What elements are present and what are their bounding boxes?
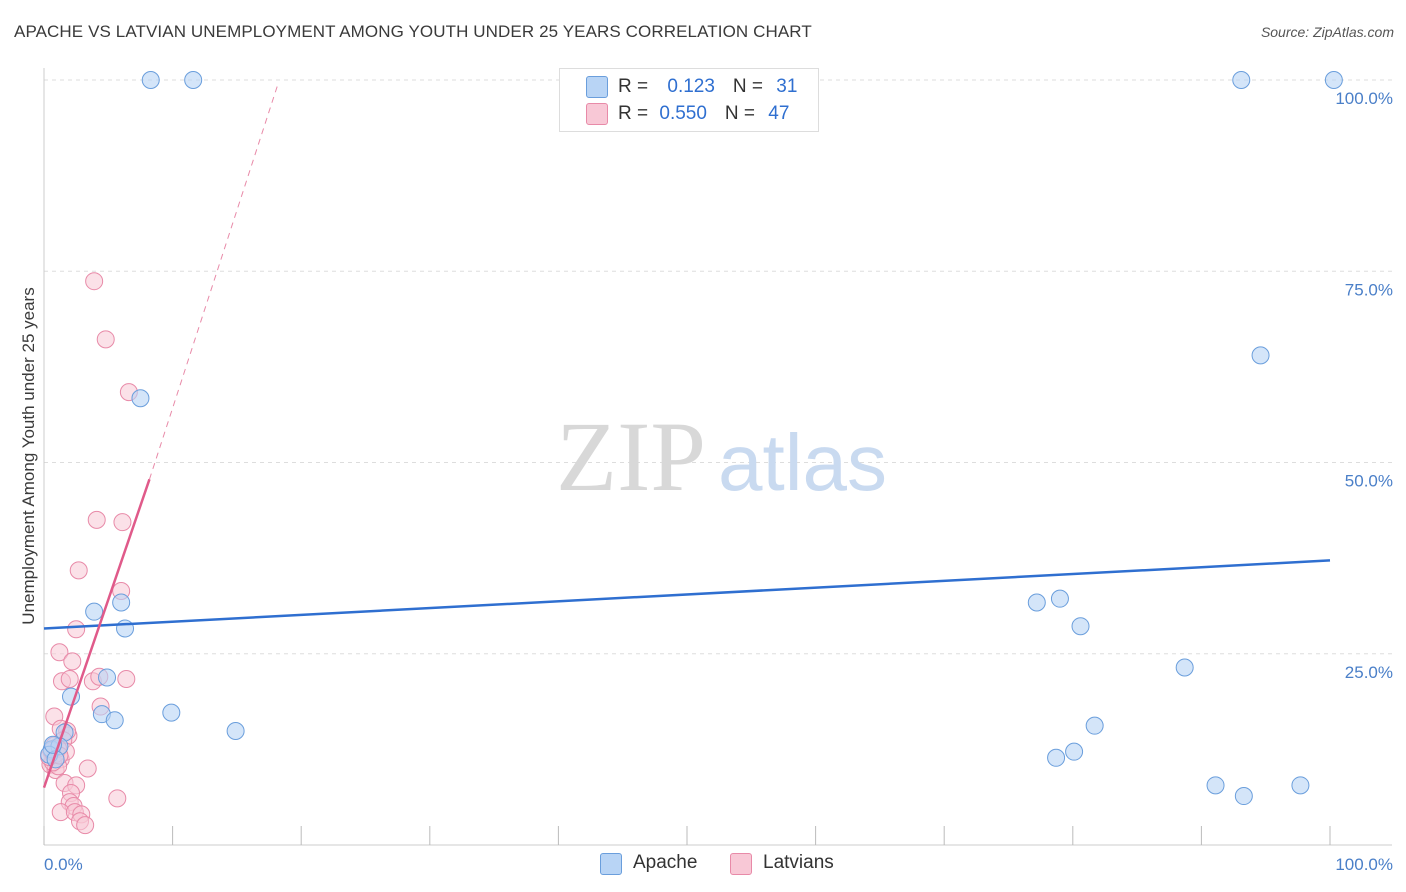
apache-point <box>184 71 203 89</box>
apache-legend-label: Apache <box>633 852 698 873</box>
apache-point <box>162 703 181 722</box>
apache-n-label: N = <box>732 76 769 97</box>
latvians-legend-swatch <box>730 853 752 875</box>
latvians-point <box>78 759 97 778</box>
apache-point <box>141 71 160 89</box>
y-tick-label: 100.0% <box>1335 89 1393 108</box>
latvians-r-label: R = <box>618 103 654 124</box>
latvians-point <box>87 510 106 529</box>
apache-point <box>1071 617 1090 636</box>
latvians-point <box>96 330 115 349</box>
latvians-swatch <box>586 103 608 125</box>
latvians-point <box>63 652 82 671</box>
apache-point <box>131 389 150 408</box>
apache-legend-swatch <box>600 853 622 875</box>
latvians-point <box>50 643 69 662</box>
chart-title: APACHE VS LATVIAN UNEMPLOYMENT AMONG YOU… <box>14 22 812 41</box>
trend-lines <box>42 83 1331 789</box>
grid-lines <box>44 79 1392 655</box>
apache-point <box>1027 593 1046 612</box>
apache-point <box>98 668 117 687</box>
latvians-trend-extension <box>148 83 279 480</box>
watermark-zip: ZIP <box>556 401 706 512</box>
apache-point <box>1175 658 1194 677</box>
x-tick-label-min: 0.0% <box>44 855 83 874</box>
latvians-n-label: N = <box>724 103 761 124</box>
axes <box>43 68 1392 846</box>
apache-point <box>1291 776 1310 795</box>
apache-point <box>112 593 131 612</box>
apache-point <box>1232 71 1251 89</box>
apache-point <box>105 711 124 730</box>
apache-point <box>116 619 135 638</box>
latvians-point <box>69 561 88 580</box>
latvians-r-value: 0.550 <box>659 103 707 124</box>
apache-point <box>85 602 104 621</box>
apache-point <box>1047 748 1066 767</box>
latvians-legend-label: Latvians <box>763 852 834 873</box>
x-tick-label-max: 100.0% <box>1335 855 1393 874</box>
apache-point <box>1065 742 1084 761</box>
latvians-point <box>60 669 79 688</box>
apache-n-value: 31 <box>776 76 798 97</box>
y-tick-label: 75.0% <box>1345 280 1393 299</box>
apache-trend-line <box>43 559 1331 630</box>
latvians-point <box>67 620 86 639</box>
apache-swatch <box>586 76 608 98</box>
source-label: Source: ZipAtlas.com <box>1260 24 1394 40</box>
apache-point <box>1050 589 1069 608</box>
apache-r-label: R = <box>618 76 654 97</box>
latvians-point <box>76 816 95 835</box>
latvians-point <box>117 669 136 688</box>
y-tick-labels: 25.0% 50.0% 75.0% 100.0% <box>1335 89 1393 682</box>
apache-point <box>1206 776 1225 795</box>
apache-points <box>40 71 1343 806</box>
y-tick-label: 25.0% <box>1345 663 1393 682</box>
apache-point <box>1085 716 1104 735</box>
y-tick-label: 50.0% <box>1345 472 1393 491</box>
stats-legend: R = 0.123 N = 31 R = 0.550 N = 47 <box>559 68 819 132</box>
latvians-point <box>113 513 132 532</box>
apache-point <box>1234 787 1253 806</box>
latvians-point <box>108 789 127 808</box>
latvians-point <box>85 272 104 291</box>
watermark-atlas: atlas <box>718 418 887 507</box>
x-tick-labels: 0.0% 100.0% <box>44 855 1393 874</box>
y-axis-label: Unemployment Among Youth under 25 years <box>19 287 38 624</box>
watermark: ZIP atlas <box>556 401 887 512</box>
latvians-trend-line <box>42 478 151 789</box>
apache-point <box>1251 346 1270 365</box>
apache-point <box>1324 71 1343 89</box>
apache-r-value: 0.123 <box>667 76 715 97</box>
apache-point <box>226 722 245 741</box>
latvians-n-value: 47 <box>768 103 790 124</box>
